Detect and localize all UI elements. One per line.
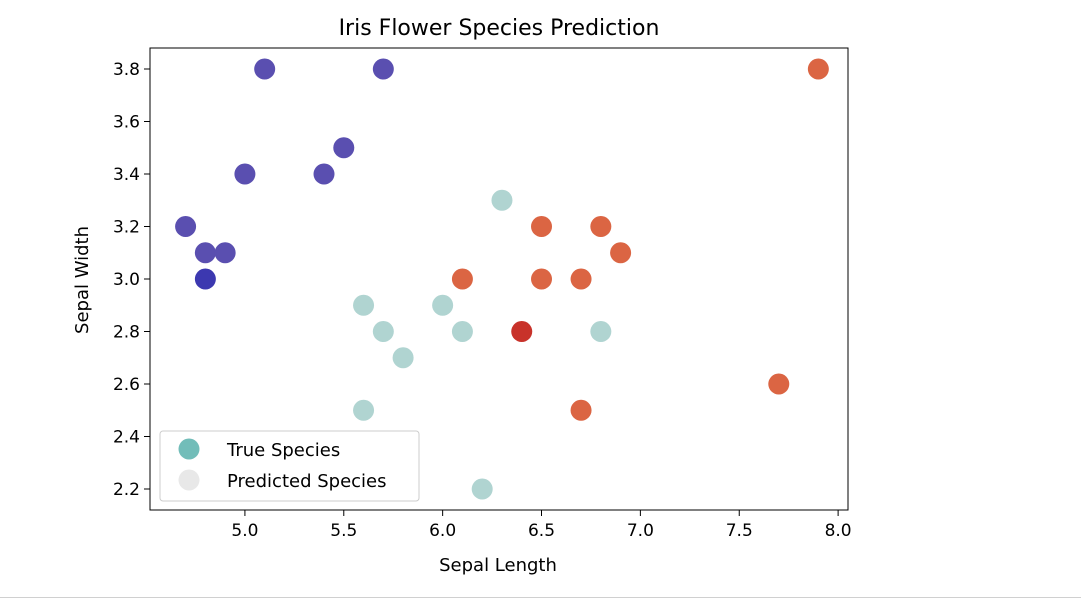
y-axis: 2.2 2.4 2.6 2.8 3.0 3.2 3.4 3.6 3.8: [113, 60, 150, 500]
x-tick-label: 5.5: [330, 521, 357, 541]
data-point-versicolor: [353, 294, 375, 316]
y-tick-label: 2.8: [113, 323, 140, 343]
data-point-setosa-overlap: [194, 268, 216, 290]
data-point-versicolor: [392, 347, 414, 369]
data-point-virginica: [570, 268, 592, 290]
x-axis: 5.0 5.5 6.0 6.5 7.0 7.5 8.0: [231, 510, 852, 541]
y-tick-label: 2.4: [113, 428, 140, 448]
data-point-virginica: [610, 242, 632, 264]
legend-marker-true-species: [178, 438, 200, 460]
data-point-versicolor: [372, 321, 394, 342]
x-tick-label: 6.5: [528, 521, 555, 541]
data-point-virginica-overlap: [511, 321, 533, 342]
page-divider: [0, 597, 1081, 598]
y-tick-label: 2.2: [113, 480, 140, 500]
data-point-virginica: [531, 268, 553, 290]
y-tick-label: 3.0: [113, 270, 140, 290]
x-tick-label: 7.0: [627, 521, 654, 541]
x-tick-label: 5.0: [231, 521, 258, 541]
legend: True Species Predicted Species: [159, 430, 420, 502]
y-axis-label: Sepal Width: [72, 226, 93, 334]
legend-label-true-species: True Species: [226, 440, 340, 461]
data-point-setosa: [254, 58, 276, 80]
data-point-setosa: [333, 137, 355, 159]
data-point-virginica: [451, 268, 473, 290]
data-point-setosa: [214, 242, 236, 264]
legend-box: [159, 430, 420, 502]
points-layer: [175, 58, 829, 500]
data-point-setosa: [372, 58, 394, 80]
y-tick-label: 3.6: [113, 113, 140, 133]
chart-title: Iris Flower Species Prediction: [339, 16, 660, 41]
data-point-versicolor: [451, 321, 473, 342]
data-point-versicolor: [491, 189, 513, 211]
data-point-setosa: [194, 242, 216, 264]
y-tick-label: 2.6: [113, 375, 140, 395]
y-tick-label: 3.2: [113, 218, 140, 238]
data-point-setosa: [175, 216, 197, 237]
data-point-versicolor: [471, 478, 493, 500]
data-point-virginica: [768, 373, 790, 395]
data-point-virginica: [807, 58, 829, 80]
data-point-setosa: [313, 163, 335, 185]
x-tick-label: 8.0: [825, 521, 852, 541]
data-point-setosa: [234, 163, 256, 185]
data-point-versicolor: [432, 294, 454, 316]
data-point-virginica: [590, 216, 612, 237]
legend-label-predicted-species: Predicted Species: [227, 471, 387, 492]
data-point-virginica: [570, 399, 592, 421]
legend-marker-predicted-species: [178, 469, 200, 491]
y-tick-label: 3.8: [113, 60, 140, 80]
data-point-virginica: [531, 216, 553, 237]
data-point-versicolor: [590, 321, 612, 342]
y-tick-label: 3.4: [113, 165, 140, 185]
x-axis-label: Sepal Length: [439, 555, 557, 576]
data-point-versicolor: [353, 399, 375, 421]
x-tick-label: 6.0: [429, 521, 456, 541]
x-tick-label: 7.5: [726, 521, 753, 541]
